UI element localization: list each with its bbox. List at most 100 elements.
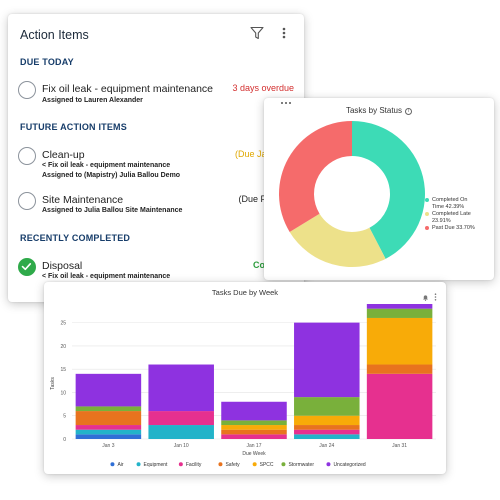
more-vertical-icon[interactable] <box>434 288 437 301</box>
y-tick-label: 0 <box>63 437 66 443</box>
donut-slice-completed-on-time[interactable] <box>352 121 425 259</box>
y-tick-label: 20 <box>60 344 66 350</box>
checkbox-circle[interactable] <box>18 81 36 99</box>
bell-icon[interactable] <box>422 288 429 301</box>
bar-segment-safety[interactable] <box>366 364 433 374</box>
bar-segment-equipment[interactable] <box>148 425 214 439</box>
bar-segment-uncategorized[interactable] <box>366 304 433 309</box>
legend-swatch <box>252 462 257 467</box>
bar-segment-stormwater[interactable] <box>366 308 433 318</box>
tasks-due-by-week-card: 0 5 10 15 20 25 Tasks Jan 3 Jan 10 Jan 17 Jan 24 Ja… <box>44 282 446 474</box>
x-tick-label: Jan 24 <box>319 443 334 449</box>
legend-label: Completed Late <box>432 211 471 217</box>
donut-slice-past-due[interactable] <box>279 121 352 232</box>
tasks-by-status-card: Tasks by Status i Completed On Time 42.39… <box>264 98 494 280</box>
action-items-card: Action Items DUE TODAY Fix oil leak - eq… <box>8 14 304 302</box>
bar-segment-stormwater[interactable] <box>75 406 142 412</box>
x-tick-label: Jan 10 <box>174 443 189 449</box>
legend-swatch <box>110 462 115 467</box>
action-item-parent[interactable]: < Fix oil leak - equipment maintenance <box>42 273 171 280</box>
action-item-title[interactable]: Site Maintenance <box>42 194 124 206</box>
y-tick-label: 15 <box>60 367 66 373</box>
legend-item-equipment[interactable]: Equipment <box>144 462 169 468</box>
tasks-due-by-week-chart: 0 5 10 15 20 25 Tasks Jan 3 Jan 10 Jan 17 Jan 24 Ja… <box>50 304 436 468</box>
x-axis-label: Due Week <box>242 451 266 457</box>
action-item-title[interactable]: Disposal <box>42 260 83 272</box>
legend-swatch <box>425 226 429 230</box>
bar-segment-safety[interactable] <box>221 429 287 435</box>
section-title-future: FUTURE ACTION ITEMS <box>20 122 127 132</box>
bar-segment-spcc[interactable] <box>294 415 360 426</box>
legend-swatch <box>218 462 223 467</box>
chart-title: Tasks by Status <box>345 106 403 115</box>
x-tick-label: Jan 31 <box>392 443 407 449</box>
action-item-title[interactable]: Clean-up <box>42 149 85 161</box>
action-items-title: Action Items <box>20 28 89 42</box>
bar-segment-facility[interactable] <box>75 425 142 430</box>
legend-item-completed-late[interactable]: Completed Late 23.91% <box>425 211 471 224</box>
filter-icon[interactable] <box>250 26 266 42</box>
y-axis-label: Tasks <box>50 377 56 390</box>
action-item[interactable]: Fix oil leak - equipment maintenance Ass… <box>18 81 294 125</box>
bar-segment-spcc[interactable] <box>366 317 433 365</box>
completed-check-icon[interactable] <box>18 258 36 276</box>
legend-item-uncategorized[interactable]: Uncategorized <box>333 462 365 468</box>
legend-item-spcc[interactable]: SPCC <box>260 462 274 468</box>
legend-swatch <box>281 462 286 467</box>
legend-swatch <box>425 198 429 202</box>
legend-item-facility[interactable]: Facility <box>186 462 202 468</box>
tasks-due-by-week-title: Tasks Due by Week <box>211 288 279 297</box>
action-item-parent[interactable]: < Fix oil leak - equipment maintenance <box>42 162 171 169</box>
action-item-status: 3 days overdue <box>232 83 294 93</box>
y-tick-label: 25 <box>60 321 66 327</box>
bar-segment-uncategorized[interactable] <box>148 364 214 412</box>
bar-segment-facility[interactable] <box>366 373 433 439</box>
legend-swatch <box>326 462 331 467</box>
y-tick-label: 10 <box>60 390 66 396</box>
bar-segment-uncategorized[interactable] <box>294 322 360 398</box>
bar-segment-facility[interactable] <box>294 429 360 435</box>
bar-segment-air[interactable] <box>75 434 142 439</box>
section-title-recently-completed: RECENTLY COMPLETED <box>20 233 131 243</box>
donut-slice-completed-late[interactable] <box>289 213 386 267</box>
status-donut-chart <box>279 121 425 267</box>
legend-label: Past Due 33.70% <box>432 225 475 231</box>
bar-segment-uncategorized[interactable] <box>75 373 142 407</box>
bar-segment-stormwater[interactable] <box>221 420 287 426</box>
y-tick-label: 5 <box>63 414 66 420</box>
x-tick-label: Jan 17 <box>246 443 261 449</box>
action-item[interactable]: Site Maintenance Assigned to Julia Ballo… <box>18 192 294 236</box>
legend-swatch <box>425 212 429 216</box>
bar-segment-facility[interactable] <box>148 411 214 426</box>
legend-item-safety[interactable]: Safety <box>225 462 240 468</box>
legend-label: 23.91% <box>432 217 451 224</box>
legend-item-air[interactable]: Air <box>117 462 123 468</box>
action-item-title[interactable]: Fix oil leak - equipment maintenance <box>42 83 214 95</box>
action-item-assignee: Assigned to Julia Ballou Site Maintenanc… <box>42 207 183 214</box>
action-item-assignee: Assigned to (Mapistry) Julia Ballou Demo <box>42 172 181 179</box>
legend-swatch <box>178 462 183 467</box>
checkbox-circle[interactable] <box>18 147 36 165</box>
action-item-assignee: Assigned to Lauren Alexander <box>42 97 143 104</box>
legend-item-completed-on-time[interactable]: Completed On Time 42.39% <box>425 197 468 210</box>
legend-item-stormwater[interactable]: Stormwater <box>288 462 314 468</box>
bar-segment-safety[interactable] <box>294 425 360 430</box>
legend-label: Time 42.39% <box>432 203 465 210</box>
more-horizontal-icon[interactable] <box>280 98 292 104</box>
bar-segment-spcc[interactable] <box>221 425 287 430</box>
more-vertical-icon[interactable] <box>282 26 290 42</box>
bar-segment-safety[interactable] <box>75 411 142 426</box>
bar-segment-equipment[interactable] <box>75 429 142 435</box>
bar-segment-facility[interactable] <box>221 434 287 439</box>
x-tick-label: Jan 3 <box>102 443 114 449</box>
bar-segment-equipment[interactable] <box>294 434 360 439</box>
checkbox-circle[interactable] <box>18 192 36 210</box>
legend-item-past-due[interactable]: Past Due 33.70% <box>425 225 475 232</box>
legend-label: Completed On <box>432 197 468 203</box>
action-item[interactable]: Clean-up < Fix oil leak - equipment main… <box>18 147 294 191</box>
info-icon[interactable]: i <box>405 108 413 115</box>
section-title-due-today: DUE TODAY <box>20 57 74 67</box>
tasks-by-status-title: Tasks by Status i <box>264 106 494 115</box>
bar-segment-uncategorized[interactable] <box>221 401 287 421</box>
bar-segment-stormwater[interactable] <box>294 397 360 416</box>
